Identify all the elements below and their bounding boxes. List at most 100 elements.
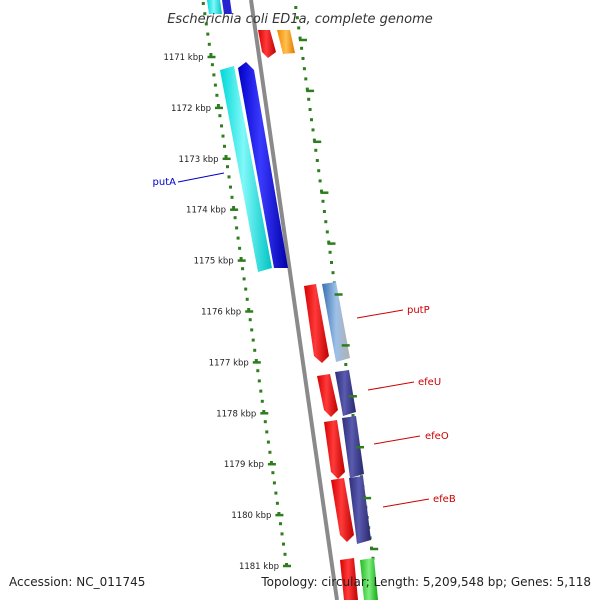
tick-label: 1179 kbp (224, 460, 264, 470)
accession-text: Accession: NC_011745 (9, 575, 145, 589)
minor-tick-left (279, 522, 282, 526)
leader-efeo (373, 435, 421, 445)
minor-tick-left (263, 420, 267, 424)
features (207, 0, 378, 600)
tick-label: 1172 kbp (171, 104, 211, 114)
minor-tick-right (320, 189, 323, 193)
minor-tick-left (226, 165, 229, 169)
minor-tick-left (223, 144, 226, 148)
map-title: Escherichia coli ED1a, complete genome (167, 12, 433, 27)
minor-tick-left (271, 471, 275, 475)
minor-tick-right (327, 240, 331, 244)
minor-tick-right (300, 46, 304, 50)
minor-tick-right (301, 57, 305, 60)
minor-tick-left (259, 389, 263, 393)
minor-tick-left (235, 226, 239, 230)
feature-red-gene-1 (304, 284, 329, 363)
topology-text: Topology: circular; Length: 5,209,548 bp… (260, 575, 591, 589)
minor-tick-left (244, 287, 248, 291)
minor-tick-right (325, 230, 329, 234)
major-ticks: 1171 kbp 1172 kbp 1173 kbp 1174 kbp 1175 kbp… (163, 38, 379, 572)
minor-tick-left (257, 379, 261, 383)
minor-tick-right (295, 16, 299, 20)
minor-tick-right (330, 261, 333, 264)
minor-tick-left (245, 297, 249, 301)
minor-tick-left (254, 359, 258, 362)
minor-tick-left (253, 348, 257, 352)
minor-tick-left (229, 185, 232, 189)
leader-putp (356, 309, 404, 319)
gene-label-efeb: efeB (433, 494, 456, 505)
minor-tick-right (304, 77, 308, 81)
tick-label: 1177 kbp (209, 358, 249, 368)
minor-tick-right (344, 363, 348, 366)
tick-label: 1178 kbp (216, 409, 256, 419)
tick-label: 1176 kbp (201, 308, 241, 318)
minor-tick-left (213, 83, 217, 87)
minor-tick-right (312, 138, 316, 142)
gene-label-efeo: efeO (425, 431, 449, 442)
minor-tick-right (315, 159, 319, 162)
minor-tick-left (233, 216, 237, 220)
minor-tick-left (218, 114, 222, 118)
minor-tick-left (275, 501, 279, 505)
genome-backbone (249, 0, 339, 600)
leader-efeb (382, 498, 430, 508)
feature-efeo-gene (342, 416, 364, 478)
feature-top-orange (277, 30, 295, 54)
feature-putp-gene (322, 282, 350, 362)
minor-tick-left (283, 552, 287, 556)
minor-tick-left (269, 461, 273, 464)
feature-efeb-gene (349, 476, 371, 544)
minor-tick-left (268, 450, 272, 454)
minor-tick-right (310, 118, 313, 122)
minor-tick-right (322, 210, 326, 213)
tick-label: 1175 kbp (194, 257, 234, 267)
minor-tick-right (318, 179, 322, 183)
minor-tick-right (307, 97, 311, 101)
minor-tick-left (204, 22, 208, 26)
minor-tick-right (302, 67, 306, 71)
minor-tick-left (212, 73, 216, 77)
minor-tick-left (266, 440, 270, 444)
minor-tick-left (239, 257, 243, 260)
feature-red-gene-4 (331, 478, 354, 542)
tick-marks-left (201, 2, 288, 566)
minor-tick-right (314, 148, 318, 152)
minor-tick-left (230, 195, 234, 199)
minor-tick-left (247, 308, 251, 311)
leader-efeu (367, 381, 415, 391)
tick-label: 1180 kbp (231, 511, 271, 521)
minor-tick-right (317, 169, 321, 173)
minor-tick-left (241, 267, 245, 271)
tick-label: 1171 kbp (163, 53, 203, 63)
minor-tick-left (250, 328, 254, 332)
tick-label: 1174 kbp (186, 206, 226, 216)
tick-label: 1181 kbp (239, 562, 279, 572)
minor-tick-left (260, 399, 264, 403)
minor-tick-left (201, 2, 205, 5)
minor-tick-left (220, 124, 223, 128)
minor-tick-right (311, 128, 315, 132)
minor-tick-left (232, 206, 236, 209)
gene-label-putp: putP (407, 305, 430, 316)
feature-bottom-green (360, 558, 378, 600)
minor-tick-left (265, 430, 269, 434)
minor-tick-left (221, 134, 225, 138)
minor-tick-left (206, 32, 210, 36)
minor-tick-left (256, 369, 260, 373)
tick-label: 1173 kbp (179, 155, 219, 165)
minor-tick-left (227, 175, 231, 179)
minor-tick-left (262, 410, 266, 413)
gene-label-puta: putA (153, 177, 177, 188)
minor-tick-left (272, 481, 276, 485)
feature-top-blue (222, 0, 232, 14)
minor-tick-right (308, 108, 312, 111)
leader-puta (177, 172, 225, 183)
minor-tick-left (203, 12, 207, 16)
minor-tick-left (277, 512, 281, 515)
gene-label-efeu: efeU (418, 377, 441, 388)
feature-red-gene-2 (317, 374, 338, 417)
minor-tick-left (216, 104, 220, 107)
